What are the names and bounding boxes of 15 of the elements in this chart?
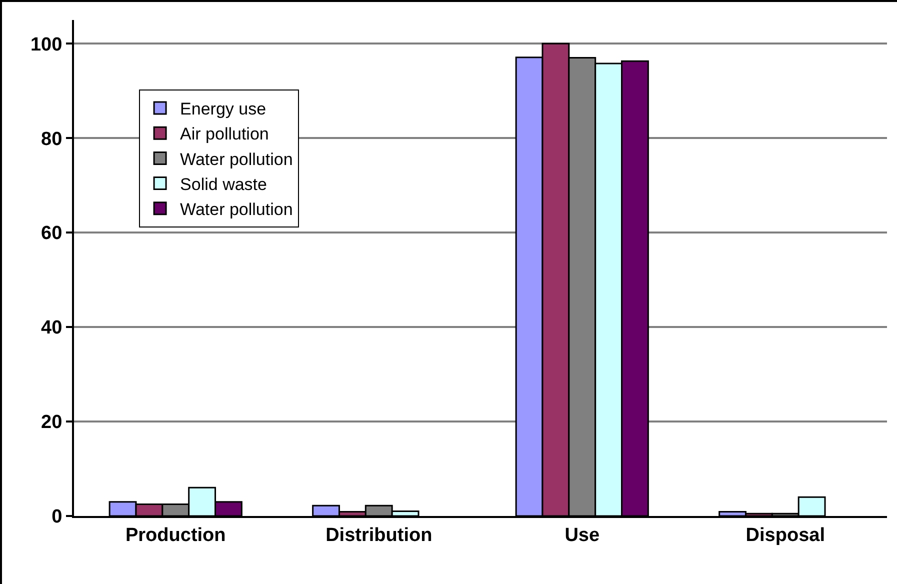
x-tick-label: Use (564, 524, 600, 546)
y-tick-label: 40 (41, 318, 62, 339)
y-tick-label: 80 (41, 128, 62, 150)
legend-label: Solid waste (180, 174, 267, 194)
x-tick-label: Disposal (746, 524, 825, 546)
y-tick-label: 0 (52, 506, 62, 528)
legend-label: Air pollution (180, 124, 269, 144)
y-tick-label: 20 (41, 412, 62, 434)
legend-label: Water pollution (180, 150, 293, 169)
y-tick-label: 60 (41, 223, 62, 244)
y-tick-label: 100 (30, 34, 62, 56)
legend-label: Water pollution (180, 200, 293, 220)
x-tick-label: Production (125, 524, 226, 546)
legend-label: Energy use (180, 100, 266, 119)
x-tick-label: Distribution (326, 524, 432, 546)
